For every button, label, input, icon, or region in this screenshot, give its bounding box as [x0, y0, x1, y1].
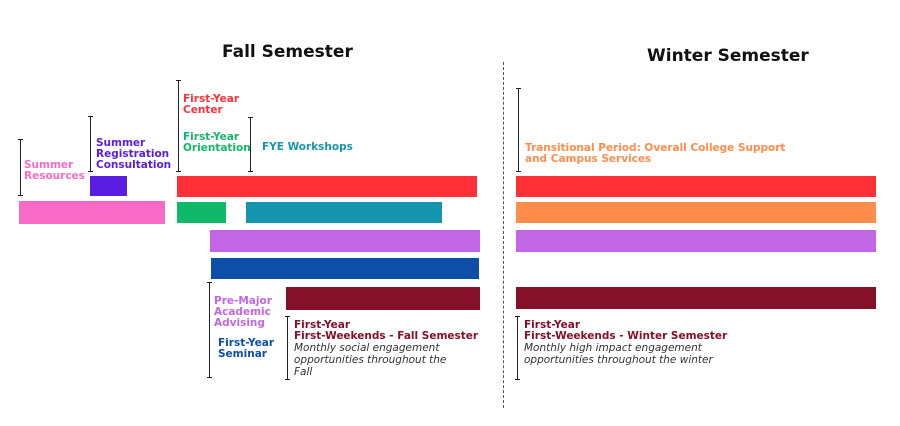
fall-weekends-title: First-Year First-Weekends - Fall Semeste…	[294, 319, 479, 342]
winter-weekends-bracket	[515, 316, 520, 380]
fye-workshops-label: FYE Workshops	[262, 141, 353, 153]
summer-resources-bracket	[18, 139, 23, 196]
pre-major-bar	[210, 230, 480, 252]
winter-weekends-title: First-Year First-Weekends - Winter Semes…	[524, 319, 728, 342]
transitional-label: Transitional Period: Overall College Sup…	[525, 142, 786, 165]
winter-first-year-center-bar	[516, 176, 876, 197]
fall-weekends-description: Monthly social engagement opportunities …	[294, 342, 447, 378]
summer-resources-label: Summer Resources	[24, 159, 85, 182]
fye-workshops-bracket	[248, 117, 253, 172]
fall-weekends-bracket	[285, 316, 290, 380]
summer-registration-bar	[90, 176, 127, 196]
fye-workshops-bar	[246, 202, 442, 223]
first-year-orientation-bar	[177, 202, 226, 223]
first-year-center-bracket	[176, 80, 181, 172]
transitional-bracket	[516, 88, 521, 172]
pre-major-bracket	[207, 282, 212, 378]
first-year-orientation-label: First-Year Orientation	[183, 131, 251, 154]
summer-resources-bar	[19, 201, 165, 224]
first-year-center-label: First-Year Center	[183, 93, 240, 116]
transitional-bar	[516, 202, 876, 223]
fall-weekends-bar	[286, 287, 480, 310]
summer-registration-label: Summer Registration Consultation	[96, 137, 172, 171]
fall-semester-heading: Fall Semester	[222, 42, 353, 62]
winter-pre-major-bar	[516, 230, 876, 252]
first-year-seminar-label: First-Year Seminar	[218, 337, 275, 360]
winter-semester-heading: Winter Semester	[647, 46, 809, 66]
semester-divider	[503, 62, 504, 408]
summer-registration-bracket	[88, 116, 93, 172]
winter-weekends-description: Monthly high impact engagement opportuni…	[524, 342, 713, 366]
first-year-center-bar	[177, 176, 477, 197]
pre-major-label: Pre-Major Academic Advising	[214, 295, 272, 329]
winter-weekends-bar	[516, 287, 876, 309]
first-year-seminar-bar	[211, 258, 479, 279]
